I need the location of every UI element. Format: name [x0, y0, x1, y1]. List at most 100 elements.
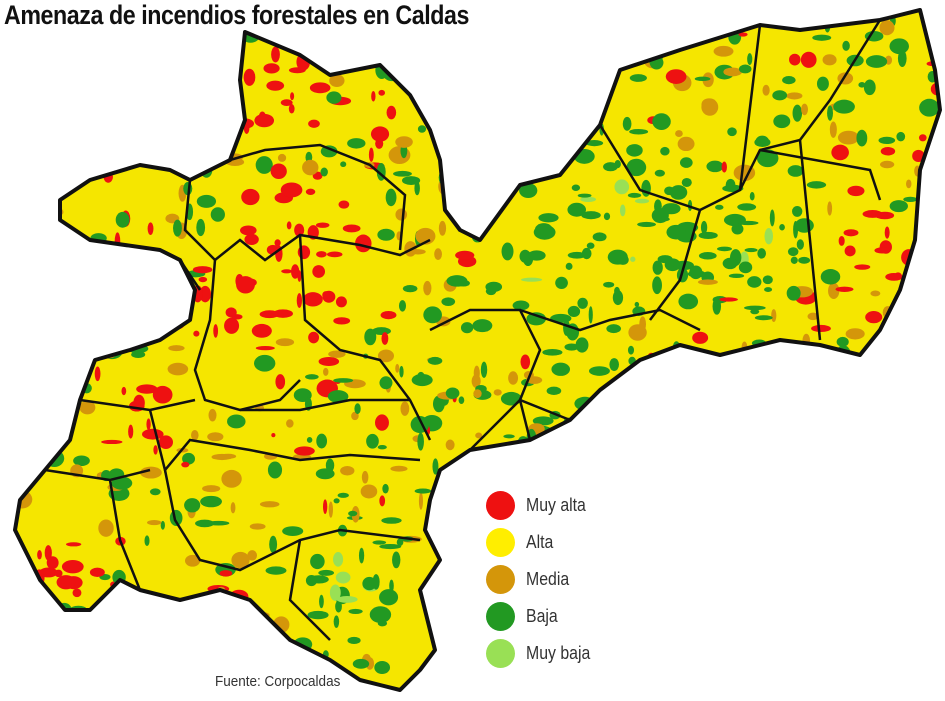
- threat-patch: [54, 569, 63, 578]
- threat-patch: [879, 428, 899, 443]
- threat-patch: [414, 181, 420, 196]
- threat-patch: [197, 662, 210, 673]
- threat-patch: [348, 608, 363, 614]
- threat-patch: [842, 677, 860, 690]
- threat-patch: [666, 224, 686, 240]
- threat-patch: [553, 58, 561, 70]
- threat-patch: [891, 356, 906, 370]
- threat-patch: [519, 183, 538, 199]
- threat-patch: [343, 693, 356, 698]
- threat-patch: [555, 276, 568, 290]
- threat-patch: [865, 55, 888, 68]
- threat-patch: [694, 412, 714, 421]
- municipal-border: [429, 308, 542, 441]
- threat-patch: [42, 648, 52, 659]
- threat-patch: [794, 218, 814, 233]
- threat-patch: [15, 192, 17, 207]
- threat-patch: [147, 520, 162, 526]
- threat-patch: [654, 414, 674, 429]
- threat-patch: [926, 592, 940, 602]
- municipal-border: [240, 398, 410, 412]
- threat-patch: [204, 140, 218, 153]
- threat-patch: [792, 205, 803, 217]
- threat-patch: [694, 76, 711, 81]
- threat-patch: [786, 285, 801, 301]
- threat-patch: [73, 455, 90, 467]
- threat-patch: [738, 261, 753, 274]
- threat-patch: [569, 36, 582, 52]
- threat-patch: [432, 395, 445, 413]
- threat-patch: [129, 631, 144, 643]
- threat-patch: [744, 248, 758, 253]
- threat-patch: [727, 127, 737, 137]
- threat-patch: [125, 692, 143, 701]
- threat-patch: [31, 94, 52, 105]
- threat-patch: [121, 386, 127, 396]
- threat-patch: [347, 42, 365, 53]
- threat-patch: [844, 245, 856, 257]
- threat-patch: [326, 251, 343, 258]
- threat-patch: [647, 474, 668, 480]
- threat-patch: [336, 595, 358, 603]
- threat-patch: [678, 293, 699, 310]
- threat-patch: [486, 447, 505, 457]
- threat-patch: [43, 618, 66, 627]
- threat-patch: [191, 32, 207, 46]
- threat-patch: [577, 14, 592, 27]
- threat-patch: [577, 91, 598, 108]
- threat-patch: [377, 445, 387, 450]
- threat-patch: [66, 162, 76, 173]
- threat-patch: [15, 635, 27, 641]
- threat-patch: [124, 289, 132, 306]
- threat-patch: [875, 695, 882, 701]
- threat-patch: [798, 256, 811, 264]
- threat-patch: [799, 514, 816, 529]
- threat-patch: [114, 232, 121, 250]
- threat-patch: [523, 687, 531, 690]
- municipal-border: [798, 139, 822, 341]
- threat-patch: [128, 424, 134, 439]
- threat-patch: [905, 295, 915, 310]
- threat-patch: [826, 480, 845, 491]
- threat-patch: [245, 692, 252, 699]
- threat-patch: [53, 619, 69, 628]
- threat-patch: [892, 582, 900, 593]
- threat-patch: [617, 405, 632, 423]
- threat-patch: [565, 262, 573, 270]
- threat-patch: [906, 679, 922, 690]
- threat-patch: [886, 366, 902, 382]
- threat-patch: [47, 278, 64, 291]
- threat-patch: [0, 606, 5, 623]
- threat-patch: [380, 310, 397, 320]
- threat-patch: [328, 501, 333, 518]
- threat-patch: [711, 578, 723, 585]
- threat-patch: [686, 398, 703, 405]
- threat-patch: [896, 131, 906, 142]
- legend-swatch: [486, 565, 515, 594]
- threat-patch: [599, 508, 615, 515]
- threat-patch: [897, 49, 907, 67]
- threat-patch: [629, 385, 643, 396]
- threat-patch: [800, 347, 807, 355]
- threat-patch: [752, 495, 775, 501]
- threat-patch: [661, 533, 680, 548]
- threat-patch: [335, 296, 347, 308]
- threat-patch: [428, 509, 446, 523]
- threat-patch: [0, 465, 3, 471]
- threat-patch: [15, 402, 29, 416]
- threat-patch: [805, 664, 824, 669]
- threat-patch: [364, 328, 377, 346]
- threat-patch: [340, 466, 355, 476]
- threat-patch: [825, 526, 835, 544]
- threat-patch: [744, 305, 766, 311]
- threat-patch: [856, 129, 868, 147]
- threat-patch: [316, 251, 327, 258]
- threat-patch: [2, 571, 6, 583]
- threat-patch: [897, 323, 919, 330]
- threat-patch: [551, 21, 572, 34]
- threat-patch: [213, 324, 219, 338]
- threat-patch: [865, 311, 883, 324]
- threat-patch: [790, 256, 798, 264]
- threat-patch: [638, 389, 651, 408]
- threat-patch: [267, 461, 283, 479]
